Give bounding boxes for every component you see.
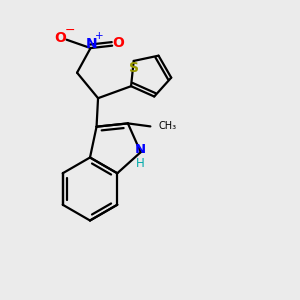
Text: CH₃: CH₃: [159, 122, 177, 131]
Text: O: O: [112, 36, 124, 50]
Text: S: S: [129, 61, 139, 75]
Text: H: H: [136, 157, 145, 170]
Text: N: N: [85, 37, 97, 51]
Text: O: O: [55, 31, 67, 45]
Text: +: +: [95, 31, 104, 41]
Text: N: N: [135, 143, 146, 156]
Text: −: −: [65, 24, 75, 37]
